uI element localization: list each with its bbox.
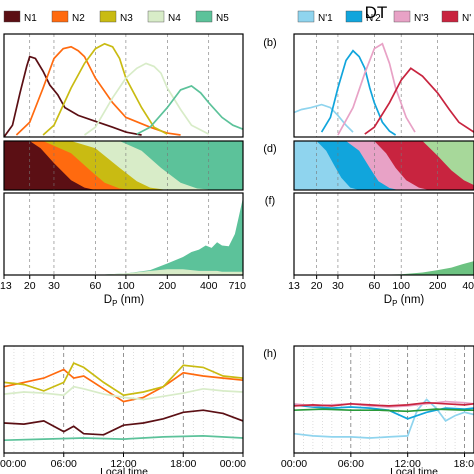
legend-swatch [441, 10, 459, 23]
panel-right-bottom [294, 346, 474, 453]
panel-label: (b) [263, 37, 276, 49]
legend-label: N2 [72, 13, 85, 24]
series-line-N1 [4, 55, 142, 137]
x-tick-label: 13 [288, 280, 300, 292]
x-tick-label: 400 [200, 280, 218, 292]
series-line-N4 [84, 62, 210, 136]
x-tick-label: 06:00 [338, 458, 364, 470]
series-line-N5 [136, 85, 243, 135]
series-line-N5 [4, 435, 243, 442]
panel-left-lower [29, 193, 243, 275]
chart-panels: 13 20 30 60 100 200 400 710 DP (nm) 00:00 06:00 12:… [0, 33, 474, 474]
x-tick-label: 12:00 [110, 458, 136, 470]
legend-label: N'3 [414, 13, 429, 24]
legend-label: N3 [120, 13, 133, 24]
legend-swatch [393, 10, 411, 23]
x-tick-label: 18:00 [170, 458, 196, 470]
panel-frame-right-lower [293, 192, 474, 276]
legend-swatch [147, 10, 165, 23]
x-tick-label: 20 [24, 280, 36, 292]
series-line-N'1 [294, 398, 474, 439]
x-tick-label: 200 [159, 280, 177, 292]
x-axis-label-time-right: Local time [390, 466, 438, 474]
panel-frame-left-lower [3, 192, 244, 276]
x-tick-label: 00:00 [220, 458, 246, 470]
legend-left: N1 N2 N3 N4 N5 [3, 10, 229, 24]
panel-left-bottom [4, 346, 243, 453]
legend-right: N'1 N'2 N'3 N' [297, 10, 471, 24]
panel-frame-right-bottom [293, 345, 474, 454]
legend-label: N4 [168, 13, 181, 24]
panel-left-middle [4, 141, 243, 190]
x-tick-label: 00:00 [281, 458, 307, 470]
panel-right-middle [294, 141, 474, 190]
series-line-N' [364, 67, 474, 135]
legend-swatch [51, 10, 69, 23]
x-tick-label: 30 [48, 280, 60, 292]
x-axis-label-size: DP (nm) [104, 294, 145, 308]
legend-swatch [99, 10, 117, 23]
x-axis-label-size-right: DP (nm) [384, 294, 425, 308]
panel-left-top [4, 34, 243, 137]
legend-label: N1 [24, 13, 37, 24]
panel-label: (h) [263, 348, 276, 360]
x-tick-label: 40 [462, 280, 474, 292]
area-N1 [4, 141, 96, 190]
area-N' [374, 261, 474, 275]
panel-right-lower [316, 193, 474, 275]
series-line-N'3 [337, 42, 416, 136]
legend-swatch [3, 10, 21, 23]
series-line-N1 [4, 409, 243, 436]
panel-label: (f) [265, 195, 275, 207]
panel-frame-right-middle [293, 140, 474, 191]
figure-title: DT [365, 3, 388, 22]
series-line-N3 [4, 362, 243, 397]
legend-swatch [345, 10, 363, 23]
x-tick-label: 12:00 [395, 458, 421, 470]
area-N4 [95, 269, 243, 275]
panel-frame-left-middle [3, 140, 244, 191]
x-tick-label: 30 [332, 280, 344, 292]
series-line-N2 [15, 45, 181, 136]
series-line-unlabeled [294, 408, 474, 413]
x-tick-label: 60 [368, 280, 380, 292]
series-line-N3 [42, 42, 168, 136]
area-N'1 [294, 141, 474, 190]
x-tick-label: 20 [311, 280, 323, 292]
x-tick-label: 00:00 [0, 458, 26, 470]
panel-label: (d) [263, 143, 276, 155]
legend-label: N5 [216, 13, 229, 24]
x-tick-label: 60 [90, 280, 102, 292]
x-tick-label: 18:0 [454, 458, 474, 470]
legend-swatch [297, 10, 315, 23]
series-line-N' [294, 401, 474, 407]
x-tick-label: 100 [117, 280, 135, 292]
x-tick-label: 100 [392, 280, 410, 292]
x-tick-label: 06:00 [51, 458, 77, 470]
area-N5 [95, 197, 243, 275]
series-line-N4 [4, 385, 243, 401]
legend-label: N'2 [366, 13, 381, 24]
panel-frame-right-top [293, 33, 474, 138]
legend-label: N'1 [318, 13, 333, 24]
x-axis-label-time: Local time [100, 466, 148, 474]
x-tick-label: 200 [429, 280, 447, 292]
panel-right-top [294, 34, 474, 137]
series-line-N'2 [320, 49, 397, 136]
legend-swatch [195, 10, 213, 23]
panel-frame-left-top [3, 33, 244, 138]
legend-label: N' [462, 13, 471, 24]
x-tick-label: 710 [228, 280, 246, 292]
x-tick-label: 13 [0, 280, 12, 292]
